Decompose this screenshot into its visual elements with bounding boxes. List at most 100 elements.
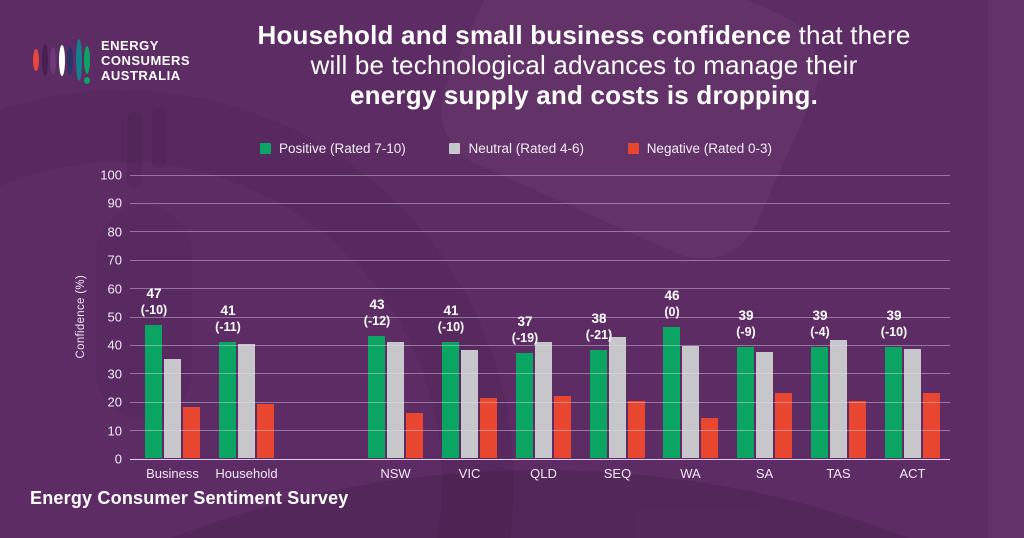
bar-group-seq bbox=[590, 337, 645, 458]
data-label-value: 46 bbox=[664, 288, 680, 304]
y-tick-label: 40 bbox=[107, 337, 122, 353]
bar-negative-wa bbox=[701, 418, 718, 458]
x-category-label: VIC bbox=[458, 466, 481, 481]
legend-item-negative: Negative (Rated 0-3) bbox=[627, 141, 772, 156]
legend-label: Neutral (Rated 4-6) bbox=[468, 141, 585, 156]
x-category-label: NSW bbox=[380, 466, 411, 481]
data-label: 47 (-10) bbox=[118, 285, 190, 318]
watermark-edge-band bbox=[988, 0, 1024, 538]
gridline bbox=[130, 373, 950, 375]
data-label-value: 39 bbox=[738, 308, 754, 324]
gridline bbox=[130, 401, 950, 403]
bar-positive-qld bbox=[516, 352, 533, 458]
data-label-change: (-4) bbox=[810, 325, 830, 340]
watermark-bar bbox=[152, 108, 166, 168]
logo-bar bbox=[58, 44, 65, 76]
legend-swatch-icon bbox=[449, 143, 461, 154]
legend-swatch-icon bbox=[627, 143, 639, 154]
bar-group-wa bbox=[663, 327, 718, 458]
y-tick-label: 60 bbox=[107, 281, 122, 297]
data-label-value: 38 bbox=[591, 311, 607, 327]
bar-negative-act bbox=[923, 392, 940, 458]
legend: Positive (Rated 7-10) Neutral (Rated 4-6)… bbox=[260, 141, 772, 156]
logo-bar bbox=[50, 46, 56, 74]
y-tick-label: 30 bbox=[107, 366, 122, 382]
logo-line: CONSUMERS bbox=[101, 52, 191, 68]
x-category-label: QLD bbox=[530, 466, 557, 481]
bar-positive-business bbox=[145, 324, 162, 458]
bar-neutral-nsw bbox=[387, 341, 404, 458]
bar-negative-seq bbox=[628, 401, 645, 458]
y-tick-label: 20 bbox=[107, 394, 122, 410]
bar-group-sa bbox=[737, 347, 792, 458]
data-label: 41 (-11) bbox=[192, 302, 264, 335]
bar-neutral-wa bbox=[682, 345, 699, 458]
bar-group-nsw bbox=[368, 335, 423, 458]
bar-positive-wa bbox=[663, 327, 680, 458]
logo-bar bbox=[75, 39, 82, 81]
bar-neutral-seq bbox=[609, 337, 626, 458]
bar-positive-sa bbox=[737, 347, 754, 458]
bar-negative-vic bbox=[480, 398, 497, 458]
bar-neutral-sa bbox=[756, 351, 773, 458]
data-label: 46 (0) bbox=[636, 287, 708, 320]
bar-positive-act bbox=[885, 347, 902, 458]
bar-negative-nsw bbox=[406, 412, 423, 458]
source-caption: Energy Consumer Sentiment Survey bbox=[30, 488, 349, 508]
data-label: 39 (-10) bbox=[858, 307, 930, 340]
logo-bar bbox=[41, 44, 48, 76]
legend-item-positive: Positive (Rated 7-10) bbox=[260, 141, 406, 156]
bar-positive-vic bbox=[442, 341, 459, 458]
x-axis-baseline bbox=[130, 458, 950, 460]
bar-positive-tas bbox=[811, 347, 828, 458]
bar-positive-nsw bbox=[368, 335, 385, 458]
bar-group-household bbox=[219, 341, 274, 458]
bar-neutral-business bbox=[164, 358, 181, 458]
legend-item-neutral: Neutral (Rated 4-6) bbox=[449, 141, 584, 156]
y-tick-label: 10 bbox=[107, 423, 122, 439]
bar-positive-seq bbox=[590, 350, 607, 458]
bar-neutral-act bbox=[904, 348, 921, 458]
x-category-label: Business bbox=[146, 466, 199, 481]
title-bold-segment: Household and small business confidence bbox=[257, 20, 792, 50]
gridline bbox=[130, 259, 950, 261]
data-label-change: (-9) bbox=[736, 325, 756, 340]
x-category-label: SEQ bbox=[603, 466, 632, 481]
bar-group-tas bbox=[811, 340, 866, 458]
eca-soundbars-icon bbox=[33, 32, 90, 88]
data-label-change: (-10) bbox=[140, 302, 168, 317]
data-label: 39 (-9) bbox=[710, 307, 782, 340]
title-regular-segment: will be technological advances to manage… bbox=[310, 50, 858, 80]
gridline bbox=[130, 430, 950, 432]
data-label-change: (-19) bbox=[511, 330, 539, 345]
plot-area: Confidence (%) 0 10 20 30 40 50 60 70 80 90 100 Bus… bbox=[75, 168, 950, 481]
logo-dot bbox=[84, 77, 90, 84]
x-category-label: SA bbox=[755, 466, 774, 481]
y-tick-label: 70 bbox=[107, 252, 122, 268]
bar-negative-household bbox=[257, 404, 274, 458]
data-label-change: (-10) bbox=[437, 319, 465, 334]
logo-bar bbox=[33, 49, 39, 71]
gridline bbox=[130, 316, 950, 318]
bar-group-business bbox=[145, 324, 200, 458]
bar-negative-tas bbox=[849, 401, 866, 458]
logo-bar bbox=[67, 45, 73, 75]
bar-group-vic bbox=[442, 341, 497, 458]
logo-line: AUSTRALIA bbox=[101, 67, 181, 83]
bar-neutral-tas bbox=[830, 340, 847, 458]
data-label-value: 37 bbox=[517, 313, 533, 329]
logo-line: ENERGY bbox=[101, 37, 159, 53]
data-label-value: 41 bbox=[443, 302, 459, 318]
data-label-value: 39 bbox=[812, 308, 828, 324]
bar-group-act bbox=[885, 347, 940, 458]
data-label: 37 (-19) bbox=[489, 313, 561, 346]
x-category-label: TAS bbox=[826, 466, 851, 481]
y-tick-label: 50 bbox=[107, 309, 122, 325]
gridline bbox=[130, 202, 950, 204]
logo-bar-with-dot bbox=[84, 46, 90, 84]
title-bold-segment: energy supply and costs is dropping. bbox=[349, 80, 819, 110]
bar-negative-qld bbox=[554, 395, 571, 458]
data-label-change: (-11) bbox=[215, 319, 241, 334]
x-category-label: ACT bbox=[899, 466, 926, 481]
